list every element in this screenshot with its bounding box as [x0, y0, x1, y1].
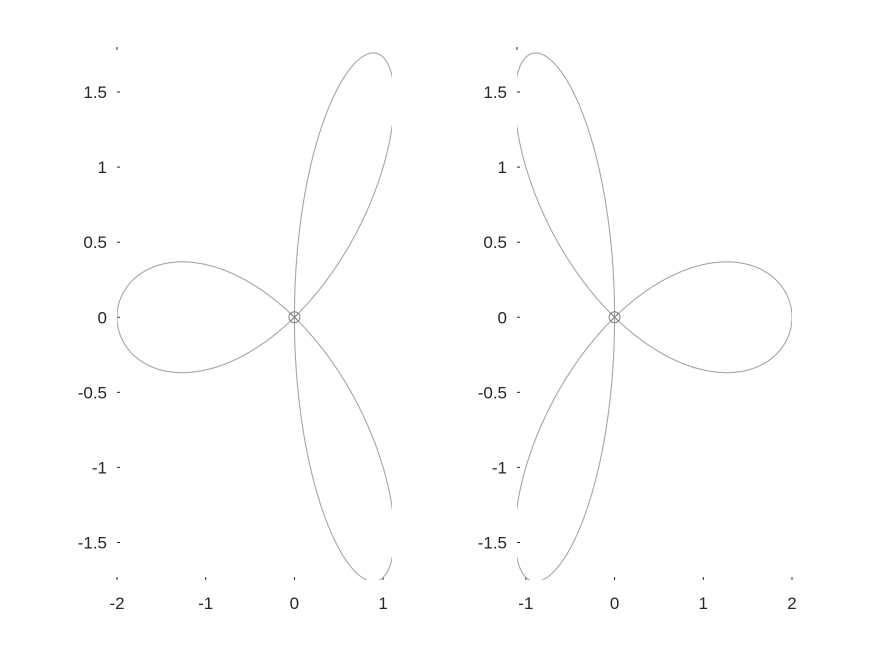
x-tick-label: -2 — [109, 594, 124, 613]
y-tick-label: 0.5 — [83, 233, 107, 252]
y-tick-label: 0.5 — [483, 233, 507, 252]
subplot-2: -1.5 -1 -0.5 0 0.5 1 1.5 -1 0 1 2 — [478, 47, 797, 613]
origin-marker — [288, 311, 301, 324]
y-tick-label: 1.5 — [483, 83, 507, 102]
y-tick-label: -1.5 — [78, 533, 107, 552]
x-tick-label: -1 — [518, 594, 533, 613]
y-tick-label: -0.5 — [78, 383, 107, 402]
x-tick-label: 2 — [787, 594, 796, 613]
rose-curve-series — [117, 52, 392, 580]
x-tick-label: -1 — [198, 594, 213, 613]
rose-curve-series — [517, 52, 792, 580]
y-tick-label: -1 — [492, 458, 507, 477]
x-tick-label: 1 — [699, 594, 708, 613]
x-tick-label: 0 — [290, 594, 299, 613]
y-tick-label: 1 — [98, 158, 107, 177]
y-tick-label: -0.5 — [478, 383, 507, 402]
x-tick-label: 1 — [378, 594, 387, 613]
y-tick-label: 1 — [498, 158, 507, 177]
y-tick-label: 0 — [498, 308, 507, 327]
y-tick-label: -1.5 — [478, 533, 507, 552]
y-tick-label: 0 — [98, 308, 107, 327]
x-tick-label: 0 — [610, 594, 619, 613]
y-tick-label: -1 — [92, 458, 107, 477]
y-tick-label: 1.5 — [83, 83, 107, 102]
origin-marker — [608, 311, 621, 324]
subplot-1: -1.5 -1 -0.5 0 0.5 1 1.5 -2 -1 0 1 — [78, 47, 392, 613]
